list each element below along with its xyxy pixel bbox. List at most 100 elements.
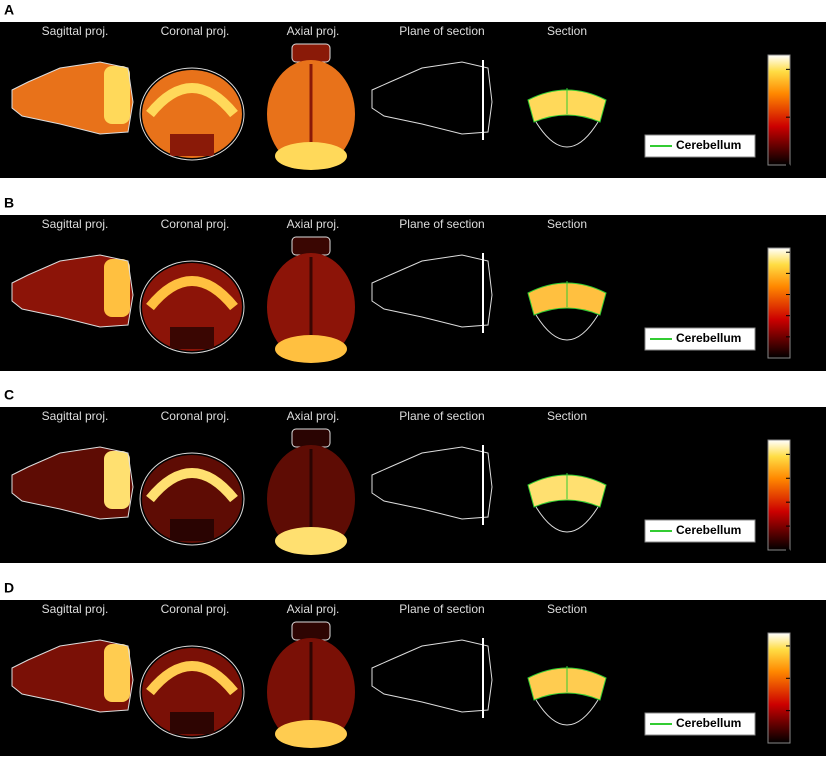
- colorbar-tick-label: 0.015: [794, 286, 826, 301]
- colorbar-exponent: -3: [816, 616, 826, 630]
- plane-outline: [371, 639, 493, 713]
- colorbar: [767, 247, 791, 359]
- column-header: Coronal proj.: [161, 602, 230, 616]
- column-header: Coronal proj.: [161, 24, 230, 38]
- colorbar-tick-label: 0: [794, 156, 801, 171]
- panel-label: C: [4, 387, 14, 403]
- colorbar: [767, 54, 791, 166]
- colorbar-multiplier: x 10: [786, 621, 809, 635]
- plane-outline: [371, 61, 493, 135]
- colorbar-tick-label: 0.02: [794, 265, 819, 280]
- sagittal-cerebellum: [104, 451, 130, 509]
- axial-cerebellum: [275, 142, 347, 170]
- column-header: Sagittal proj.: [42, 409, 109, 423]
- brain-images: [11, 43, 607, 170]
- section-outline: [535, 699, 599, 726]
- colorbar-tick-label: 5: [794, 702, 801, 717]
- axial-cerebellum: [275, 335, 347, 363]
- legend-label: Cerebellum: [676, 331, 741, 345]
- colorbar-tick-label: 0: [794, 541, 801, 556]
- column-header: Axial proj.: [287, 217, 340, 231]
- axial-olfactory: [291, 43, 331, 63]
- column-header: Plane of section: [399, 602, 484, 616]
- sagittal-cerebellum: [104, 644, 130, 702]
- section-outline: [535, 121, 599, 148]
- panel-label: A: [4, 2, 14, 18]
- legend-box: [644, 327, 756, 351]
- legend-label: Cerebellum: [676, 138, 741, 152]
- colorbar-tick-label: 8: [794, 446, 801, 461]
- column-header: Sagittal proj.: [42, 602, 109, 616]
- colorbar-tick-label: 6: [794, 470, 801, 485]
- coronal-outline: [139, 260, 245, 354]
- coronal-outline: [139, 67, 245, 161]
- legend-box: [644, 712, 756, 736]
- column-header: Section: [547, 24, 587, 38]
- axial-olfactory: [291, 621, 331, 641]
- legend-label: Cerebellum: [676, 523, 741, 537]
- colorbar-tick-label: 0.01: [794, 61, 819, 76]
- column-header: Plane of section: [399, 217, 484, 231]
- plane-outline: [371, 446, 493, 520]
- sagittal-outline: [11, 61, 134, 135]
- legend-box: [644, 519, 756, 543]
- colorbar-tick-label: 0.005: [794, 109, 826, 124]
- colorbar-tick-label: 0.01: [794, 307, 819, 322]
- colorbar: [767, 632, 791, 744]
- colorbar-tick-label: 0.005: [794, 328, 826, 343]
- column-header: Section: [547, 217, 587, 231]
- colorbar-tick-label: 15: [794, 637, 808, 652]
- column-header: Axial proj.: [287, 24, 340, 38]
- colorbar-exponent: -3: [816, 423, 826, 437]
- colorbar-multiplier: x 10: [786, 428, 809, 442]
- sagittal-projection: [12, 447, 133, 519]
- column-header: Coronal proj.: [161, 217, 230, 231]
- brain-images: [11, 428, 607, 555]
- axial-olfactory: [291, 236, 331, 256]
- axial-cerebellum: [275, 720, 347, 748]
- coronal-cortex: [146, 468, 238, 503]
- colorbar: [767, 439, 791, 551]
- column-header: Sagittal proj.: [42, 24, 109, 38]
- coronal-cortex: [146, 83, 238, 118]
- colorbar-tick-label: 10: [794, 670, 808, 685]
- colorbar-tick-label: 2: [794, 518, 801, 533]
- brain-images: [11, 621, 607, 748]
- colorbar-tick-label: 4: [794, 494, 801, 509]
- column-header: Section: [547, 602, 587, 616]
- brain-images: [11, 236, 607, 363]
- coronal-outline: [139, 452, 245, 546]
- section-outline: [535, 314, 599, 341]
- coronal-base: [170, 327, 214, 349]
- legend-box: [644, 134, 756, 158]
- legend-label: Cerebellum: [676, 716, 741, 730]
- axial-cerebellum: [275, 527, 347, 555]
- column-header: Sagittal proj.: [42, 217, 109, 231]
- column-header: Section: [547, 409, 587, 423]
- colorbar-tick-label: 0.025: [794, 244, 826, 259]
- coronal-cortex: [146, 661, 238, 696]
- sagittal-projection: [12, 255, 133, 327]
- axial-olfactory: [291, 428, 331, 448]
- sagittal-outline: [11, 639, 134, 713]
- coronal-cortex: [146, 276, 238, 311]
- panel-label: D: [4, 580, 14, 596]
- plane-outline: [371, 254, 493, 328]
- column-header: Axial proj.: [287, 409, 340, 423]
- column-header: Plane of section: [399, 409, 484, 423]
- sagittal-cerebellum: [104, 259, 130, 317]
- sagittal-outline: [11, 446, 134, 520]
- column-header: Plane of section: [399, 24, 484, 38]
- sagittal-projection: [12, 640, 133, 712]
- coronal-base: [170, 134, 214, 156]
- sagittal-cerebellum: [104, 66, 130, 124]
- section-outline: [535, 506, 599, 533]
- panel-label: B: [4, 195, 14, 211]
- coronal-outline: [139, 645, 245, 739]
- column-header: Coronal proj.: [161, 409, 230, 423]
- sagittal-projection: [12, 62, 133, 134]
- sagittal-outline: [11, 254, 134, 328]
- column-header: Axial proj.: [287, 602, 340, 616]
- coronal-base: [170, 519, 214, 541]
